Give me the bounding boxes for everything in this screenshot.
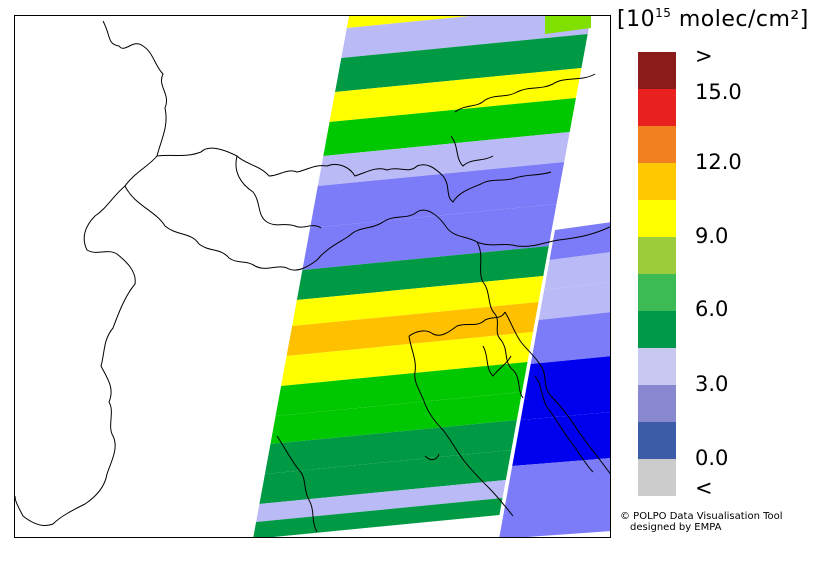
swath-strip xyxy=(275,362,528,416)
swath-strip xyxy=(512,412,610,466)
swath-strip xyxy=(286,302,539,356)
legend-swatch xyxy=(638,385,676,422)
swath-strip xyxy=(335,34,588,92)
credit-line-2: designed by EMPA xyxy=(630,522,722,533)
legend-swatch xyxy=(638,52,676,89)
legend-swatch xyxy=(638,422,676,459)
swath-strip xyxy=(323,98,576,156)
legend-swatch xyxy=(638,126,676,163)
unit-suffix: molec/cm²] xyxy=(671,7,809,32)
swath-strip xyxy=(530,312,610,364)
unit-exponent: 15 xyxy=(655,6,672,20)
legend-label: 0.0 xyxy=(695,446,729,470)
swath-strip xyxy=(549,222,610,260)
swath-strip xyxy=(281,332,533,386)
legend-unit-label: [1015 molec/cm²] xyxy=(617,6,809,32)
coastline xyxy=(276,435,318,533)
legend-label: > xyxy=(695,44,713,68)
border-line xyxy=(15,20,167,527)
legend-swatch xyxy=(638,89,676,126)
swath-strip xyxy=(520,356,610,420)
swath-strip xyxy=(296,246,549,300)
border-line xyxy=(454,73,596,113)
swath-strip xyxy=(302,204,557,270)
swath-strip xyxy=(499,458,610,537)
swath-strip xyxy=(317,132,570,186)
swath-strip xyxy=(256,480,506,522)
legend-label: 3.0 xyxy=(695,372,729,396)
coastline xyxy=(408,311,506,337)
swath-strip xyxy=(292,276,544,326)
country-borders xyxy=(15,20,610,533)
coastline xyxy=(482,345,512,377)
legend-label: 9.0 xyxy=(695,224,729,248)
swath-strip xyxy=(545,16,591,34)
legend-swatch xyxy=(638,459,676,496)
swath-strip xyxy=(253,498,503,537)
satellite-swath xyxy=(253,16,610,537)
legend-swatch xyxy=(638,200,676,237)
legend-label: 6.0 xyxy=(695,297,729,321)
legend-swatch xyxy=(638,163,676,200)
border-line xyxy=(124,185,318,271)
color-legend xyxy=(638,52,676,496)
border-line xyxy=(235,155,322,229)
swath-strip xyxy=(264,420,517,474)
legend-label: < xyxy=(695,476,713,500)
legend-label: 12.0 xyxy=(695,150,742,174)
border-line xyxy=(476,241,524,399)
credits: © POLPO Data Visualisation Tool designed… xyxy=(620,511,783,533)
swath-strip xyxy=(259,450,512,504)
border-line xyxy=(156,147,444,177)
legend-swatch xyxy=(638,348,676,385)
coastline xyxy=(504,311,610,475)
swath-strip xyxy=(341,16,592,58)
coastline xyxy=(424,453,440,461)
swath-strip xyxy=(544,252,610,290)
map-panel[interactable] xyxy=(14,15,611,538)
coastline xyxy=(408,335,514,517)
swath-strip xyxy=(329,68,582,122)
credit-line-1: © POLPO Data Visualisation Tool xyxy=(620,511,783,522)
legend-swatch xyxy=(638,237,676,274)
legend-label: 15.0 xyxy=(695,80,742,104)
map-canvas xyxy=(15,16,610,537)
unit-prefix: [10 xyxy=(617,7,656,32)
swath-strip xyxy=(310,162,565,228)
border-line xyxy=(442,171,552,203)
border-line xyxy=(316,209,610,261)
legend-swatch xyxy=(638,311,676,348)
swath-strip xyxy=(538,282,610,320)
border-line xyxy=(450,135,494,167)
coastline xyxy=(534,375,594,473)
swath-strip xyxy=(270,392,522,444)
legend-swatch xyxy=(638,274,676,311)
